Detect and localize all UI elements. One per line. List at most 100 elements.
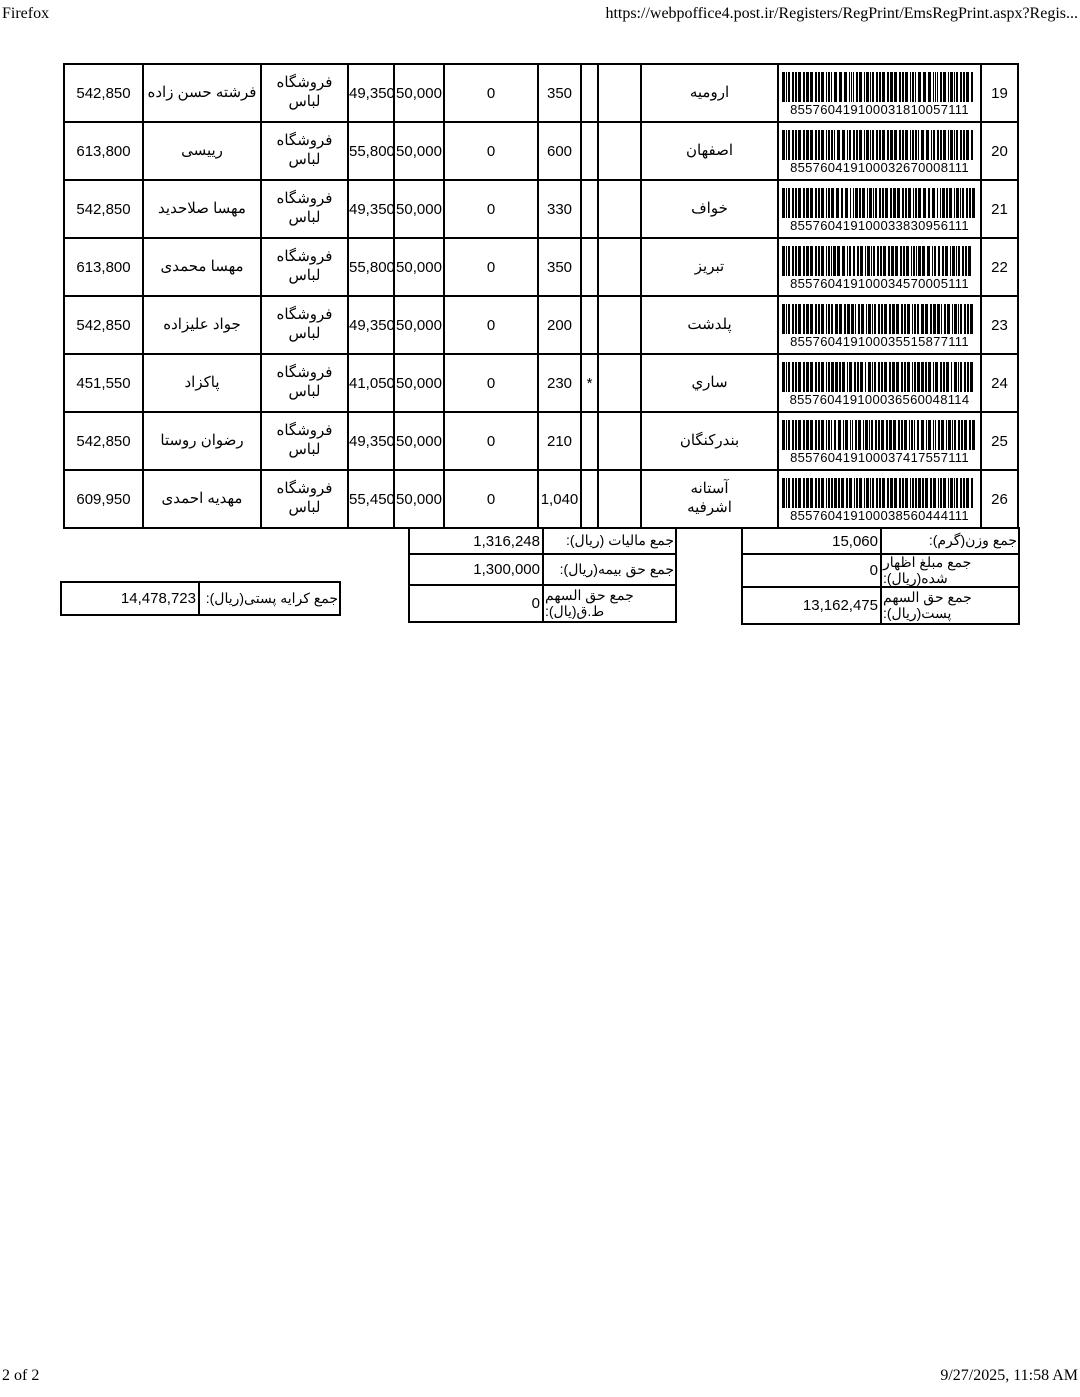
store-cell: فروشگاه لباس — [260, 179, 349, 239]
insurance-cell: 50,000 — [393, 63, 445, 123]
num-cell: 25 — [980, 411, 1019, 471]
flag-cell — [597, 295, 642, 355]
num-cell: 22 — [980, 237, 1019, 297]
barcode-cell: 855760419100037417557111 — [777, 411, 982, 471]
num-cell: 19 — [980, 63, 1019, 123]
declared-cell: 0 — [443, 63, 539, 123]
total-postage-label: جمع کرایه پستی(ریال): — [198, 581, 341, 616]
barcode-image — [781, 187, 975, 218]
fee-cell: 49,350 — [347, 411, 395, 471]
star-cell — [580, 411, 599, 471]
name-cell: مهسا صلاحدید — [142, 179, 262, 239]
declared-cell: 0 — [443, 179, 539, 239]
total-postage-row: 14,478,723 جمع کرایه پستی(ریال): — [60, 581, 341, 616]
barcode-cell: 855760419100031810057111 — [777, 63, 982, 123]
declared-cell: 0 — [443, 353, 539, 413]
amount-cell: 542,850 — [63, 63, 144, 123]
barcode-number: 855760419100038560444111 — [790, 507, 969, 523]
barcode-cell: 855760419100033830956111 — [777, 179, 982, 239]
insurance-cell: 50,000 — [393, 295, 445, 355]
num-cell: 24 — [980, 353, 1019, 413]
city-cell: بندرکنگان — [640, 411, 779, 471]
barcode-number: 855760419100036560048114 — [789, 391, 970, 407]
barcode-number: 855760419100035515877111 — [790, 333, 969, 349]
flag-cell — [597, 121, 642, 181]
total-tgh-share-value: 0 — [408, 584, 544, 623]
barcode-image — [781, 71, 973, 102]
barcode-number: 855760419100032670008111 — [790, 159, 969, 175]
barcode-image — [781, 361, 973, 392]
insurance-cell: 50,000 — [393, 237, 445, 297]
barcode-image — [781, 419, 975, 450]
name-cell: رییسی — [142, 121, 262, 181]
star-cell: * — [580, 353, 599, 413]
total-postage-value: 14,478,723 — [60, 581, 200, 616]
total-insurance-label: جمع حق بیمه(ریال): — [542, 553, 677, 586]
declared-cell: 0 — [443, 237, 539, 297]
total-weight-value: 15,060 — [741, 527, 882, 555]
amount-cell: 613,800 — [63, 237, 144, 297]
name-cell: رضوان روستا — [142, 411, 262, 471]
barcode-cell: 855760419100038560444111 — [777, 469, 982, 529]
table-row: 613,800 رییسی فروشگاه لباس 55,800 50,000 0 600… — [63, 121, 1019, 181]
page-indicator: 2 of 2 — [2, 1367, 40, 1384]
store-cell: فروشگاه لباس — [260, 411, 349, 471]
name-cell: مهسا محمدی — [142, 237, 262, 297]
total-tgh-share-label: جمع حق السهم ط.ق(يال): — [542, 584, 677, 623]
table-row: 542,850 جواد علیزاده فروشگاه لباس 49,350 50,… — [63, 295, 1019, 355]
store-cell: فروشگاه لباس — [260, 353, 349, 413]
fee-cell: 55,800 — [347, 121, 395, 181]
insurance-cell: 50,000 — [393, 411, 445, 471]
totals-block-right: 15,060 جمع وزن(گرم): 0 جمع مبلغ اظهار شد… — [741, 527, 1020, 626]
city-cell: آستانه اشرفیه — [640, 469, 779, 529]
total-tax-label: جمع مالیات (ریال): — [542, 527, 677, 555]
table-row: 542,850 فرشته حسن زاده فروشگاه لباس 49,350 5… — [63, 63, 1019, 123]
table-row: 542,850 مهسا صلاحدید فروشگاه لباس 49,350 50,… — [63, 179, 1019, 239]
total-weight-label: جمع وزن(گرم): — [880, 527, 1020, 555]
print-footer: 2 of 2 9/27/2025, 11:58 AM — [0, 1367, 1080, 1389]
page-url: https://webpoffice4.post.ir/Registers/Re… — [605, 5, 1078, 22]
total-post-share-row: 13,162,475 جمع حق السهم پست(ریال): — [741, 586, 1020, 626]
city-cell: ارومیه — [640, 63, 779, 123]
barcode-image — [781, 477, 973, 508]
city-cell: اصفهان — [640, 121, 779, 181]
flag-cell — [597, 63, 642, 123]
barcode-number: 855760419100031810057111 — [790, 101, 969, 117]
barcode-cell: 855760419100034570005111 — [777, 237, 982, 297]
barcode-number: 855760419100033830956111 — [790, 217, 969, 233]
flag-cell — [597, 179, 642, 239]
table-row: 613,800 مهسا محمدی فروشگاه لباس 55,800 50,00… — [63, 237, 1019, 297]
total-tgh-share-row: 0 جمع حق السهم ط.ق(يال): — [408, 584, 677, 623]
store-cell: فروشگاه لباس — [260, 237, 349, 297]
total-declared-value: 0 — [741, 552, 882, 589]
total-insurance-row: 1,300,000 جمع حق بیمه(ریال): — [408, 553, 677, 586]
print-header: Firefox https://webpoffice4.post.ir/Regi… — [0, 5, 1080, 27]
table-row: 451,550 پاکزاد فروشگاه لباس 41,050 50,000 0 23… — [63, 353, 1019, 413]
total-weight-row: 15,060 جمع وزن(گرم): — [741, 527, 1020, 555]
browser-name: Firefox — [2, 5, 50, 22]
weight-cell: 600 — [537, 121, 582, 181]
name-cell: فرشته حسن زاده — [142, 63, 262, 123]
name-cell: پاکزاد — [142, 353, 262, 413]
num-cell: 20 — [980, 121, 1019, 181]
star-cell — [580, 121, 599, 181]
weight-cell: 330 — [537, 179, 582, 239]
declared-cell: 0 — [443, 295, 539, 355]
insurance-cell: 50,000 — [393, 353, 445, 413]
weight-cell: 1,040 — [537, 469, 582, 529]
flag-cell — [597, 237, 642, 297]
store-cell: فروشگاه لباس — [260, 295, 349, 355]
barcode-cell: 855760419100035515877111 — [777, 295, 982, 355]
store-cell: فروشگاه لباس — [260, 121, 349, 181]
star-cell — [580, 179, 599, 239]
total-post-share-value: 13,162,475 — [741, 586, 882, 626]
star-cell — [580, 63, 599, 123]
fee-cell: 41,050 — [347, 353, 395, 413]
insurance-cell: 50,000 — [393, 121, 445, 181]
amount-cell: 542,850 — [63, 179, 144, 239]
star-cell — [580, 237, 599, 297]
weight-cell: 200 — [537, 295, 582, 355]
star-cell — [580, 295, 599, 355]
barcode-number: 855760419100034570005111 — [790, 275, 969, 291]
